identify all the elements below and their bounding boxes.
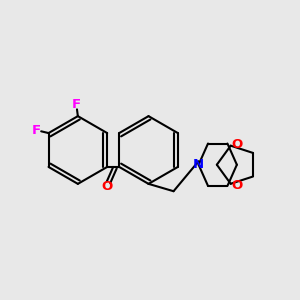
Text: F: F bbox=[32, 124, 41, 136]
Text: O: O bbox=[231, 179, 242, 192]
Text: O: O bbox=[101, 181, 112, 194]
Text: F: F bbox=[72, 98, 81, 111]
Text: O: O bbox=[231, 138, 242, 151]
Text: N: N bbox=[193, 158, 204, 171]
